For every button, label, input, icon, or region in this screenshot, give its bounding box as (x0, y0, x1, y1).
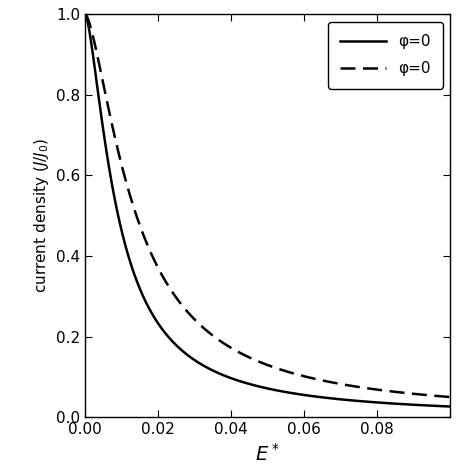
φ=0 (102, 89, 108, 94)
φ=0 (259, 360, 264, 365)
φ=0 (384, 388, 390, 394)
φ=0 (82, 11, 88, 17)
φ=0 (269, 364, 274, 369)
φ=0 (455, 404, 460, 410)
Legend: φ=0, φ=0: φ=0, φ=0 (328, 22, 443, 89)
φ=0 (465, 396, 471, 401)
φ=0 (82, 11, 88, 17)
φ=0 (384, 401, 390, 406)
φ=0 (465, 404, 471, 410)
φ=0 (455, 404, 460, 410)
φ=0 (455, 395, 460, 401)
Y-axis label: current density $(J/J_0)$: current density $(J/J_0)$ (32, 138, 51, 293)
φ=0 (259, 384, 264, 390)
Line: φ=0: φ=0 (85, 14, 468, 407)
X-axis label: $E^*$: $E^*$ (255, 443, 280, 465)
φ=0 (269, 386, 274, 392)
φ=0 (455, 395, 460, 401)
φ=0 (102, 138, 108, 144)
Line: φ=0: φ=0 (85, 14, 468, 399)
